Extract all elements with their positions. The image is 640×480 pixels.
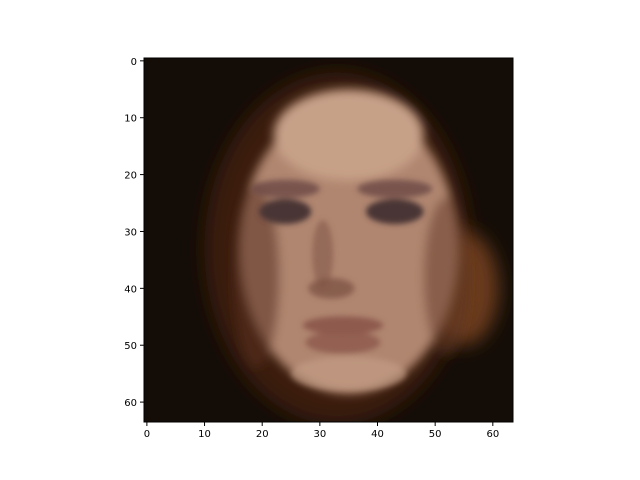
y-tick-label: 40 xyxy=(124,284,137,295)
right-eye xyxy=(365,199,424,225)
nose-base xyxy=(308,278,355,299)
y-tick-label: 60 xyxy=(124,398,137,409)
forehead xyxy=(273,89,424,181)
y-tick-label: 50 xyxy=(124,341,137,352)
y-axis: 0 10 20 30 40 50 60 xyxy=(124,57,144,409)
x-tick-label: 60 xyxy=(486,429,499,440)
lower-lip xyxy=(305,331,381,354)
face-image xyxy=(144,58,513,422)
y-tick-label: 20 xyxy=(124,171,137,182)
y-tick-label: 30 xyxy=(124,227,137,238)
x-tick-label: 10 xyxy=(198,429,211,440)
x-tick-label: 20 xyxy=(256,429,269,440)
face-shape xyxy=(239,103,459,394)
right-brow xyxy=(357,179,433,198)
x-tick-label: 40 xyxy=(371,429,384,440)
x-tick-label: 0 xyxy=(144,429,150,440)
x-tick-label: 50 xyxy=(429,429,442,440)
right-cheek-shadow xyxy=(423,197,470,357)
chin xyxy=(291,356,407,391)
x-tick-label: 30 xyxy=(313,429,326,440)
left-cheek-shadow xyxy=(233,185,280,368)
upper-lip xyxy=(302,316,384,335)
face-layer xyxy=(233,89,470,394)
x-axis: 0 10 20 30 40 50 60 xyxy=(144,422,499,440)
nose-bridge xyxy=(312,220,334,289)
features-layer xyxy=(250,179,433,391)
left-eye xyxy=(259,199,312,225)
axes-frame xyxy=(143,57,514,423)
left-brow xyxy=(250,179,320,198)
y-tick-label: 10 xyxy=(124,114,137,125)
y-tick-label: 0 xyxy=(131,57,137,68)
